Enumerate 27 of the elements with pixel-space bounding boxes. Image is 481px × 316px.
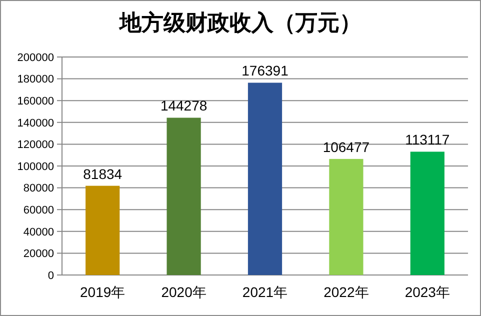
data-label: 144278 xyxy=(160,98,208,114)
y-tick-label: 20000 xyxy=(23,248,54,260)
data-label: 106477 xyxy=(322,138,370,155)
y-tick-label: 100000 xyxy=(17,160,54,173)
y-tick-label: 0 xyxy=(48,270,54,282)
data-label: 113117 xyxy=(405,132,450,148)
x-tick-label: 2020年 xyxy=(161,284,206,300)
y-tick-label: 40000 xyxy=(23,226,54,238)
bar xyxy=(248,82,282,275)
bar xyxy=(329,158,364,275)
x-tick-label: 2019年 xyxy=(80,284,126,300)
bar xyxy=(166,118,201,275)
data-label: 176391 xyxy=(242,62,289,79)
x-tick-label: 2023年 xyxy=(404,284,450,300)
y-tick-label: 160000 xyxy=(17,95,54,108)
bar xyxy=(86,186,120,275)
y-tick-label: 60000 xyxy=(23,204,54,216)
x-tick-label: 2021年 xyxy=(242,284,288,300)
y-tick-label: 180000 xyxy=(17,74,54,86)
y-tick-label: 120000 xyxy=(17,139,54,152)
data-label: 81834 xyxy=(83,166,122,182)
y-tick-label: 200000 xyxy=(17,52,54,64)
chart-title: 地方级财政收入（万元） xyxy=(118,10,362,36)
y-tick-label: 140000 xyxy=(17,117,54,130)
y-tick-label: 80000 xyxy=(23,182,54,195)
bar xyxy=(410,152,444,275)
x-tick-label: 2022年 xyxy=(324,284,369,300)
